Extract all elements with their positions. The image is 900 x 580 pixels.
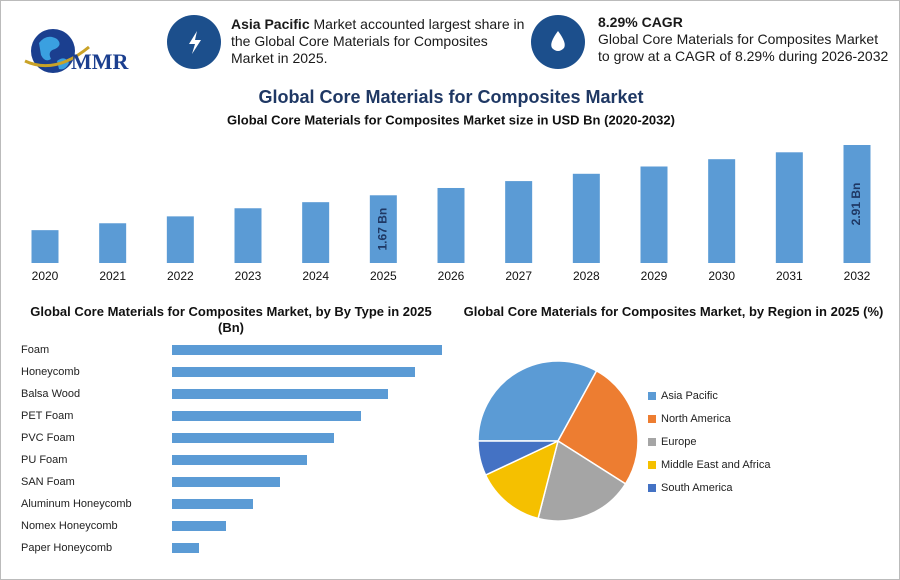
card-text: Global Core Materials for Composites Mar…	[598, 31, 889, 64]
info-card: 8.29% CAGR Global Core Materials for Comp…	[598, 14, 893, 65]
pie-slice	[557, 369, 639, 485]
y-tick-label: Honeycomb	[21, 366, 80, 378]
bar	[172, 499, 253, 509]
bar	[437, 187, 465, 263]
legend-swatch	[648, 415, 656, 423]
x-tick-label: 2030	[708, 269, 735, 283]
bar	[505, 181, 533, 263]
x-tick-label: 2026	[438, 269, 465, 283]
chart-title: Global Core Materials for Composites Mar…	[30, 304, 432, 335]
pie-slice	[484, 439, 560, 520]
x-tick-label: 2025	[370, 269, 397, 283]
pie-slice	[537, 439, 627, 522]
x-tick-label: 2032	[844, 269, 871, 283]
bar	[172, 477, 280, 487]
bar	[172, 389, 388, 399]
y-tick-label: PU Foam	[21, 454, 67, 466]
y-tick-label: Nomex Honeycomb	[21, 520, 118, 532]
x-tick-label: 2024	[302, 269, 329, 283]
value-label: 2.91 Bn	[849, 183, 863, 226]
bar	[172, 455, 307, 465]
bolt-icon	[189, 31, 201, 54]
y-tick-label: Balsa Wood	[21, 388, 80, 400]
legend-swatch	[648, 484, 656, 492]
chart-title: Global Core Materials for Composites Mar…	[258, 87, 643, 107]
y-tick-label: PVC Foam	[21, 432, 75, 444]
card-bold: 8.29% CAGR	[598, 14, 683, 30]
card-text: Market accounted largest share in the Gl…	[231, 16, 525, 66]
bar	[708, 159, 736, 263]
y-tick-label: Paper Honeycomb	[21, 542, 112, 554]
bar	[172, 433, 334, 443]
x-tick-label: 2028	[573, 269, 600, 283]
chart-subtitle: Global Core Materials for Composites Mar…	[227, 112, 675, 127]
bar	[99, 223, 127, 263]
bar	[172, 345, 442, 355]
x-tick-label: 2023	[235, 269, 262, 283]
x-tick-label: 2022	[167, 269, 194, 283]
x-tick-label: 2031	[776, 269, 803, 283]
bar	[572, 173, 600, 263]
bar	[31, 230, 59, 263]
info-card: Asia Pacific Market accounted largest sh…	[231, 16, 526, 67]
logo-globe	[24, 29, 90, 73]
legend-label: North America	[661, 413, 732, 425]
legend-label: South America	[661, 482, 733, 494]
bar	[172, 411, 361, 421]
bar	[172, 543, 199, 553]
chart-title: Global Core Materials for Composites Mar…	[463, 304, 884, 319]
bar	[166, 216, 194, 263]
y-tick-label: SAN Foam	[21, 476, 75, 488]
legend-label: Asia Pacific	[661, 390, 718, 402]
legend-swatch	[648, 438, 656, 446]
x-tick-label: 2021	[99, 269, 126, 283]
logo-text: MMR	[71, 49, 130, 74]
pie-slice	[477, 440, 559, 477]
legend-label: Europe	[661, 436, 696, 448]
y-tick-label: PET Foam	[21, 410, 73, 422]
bar	[234, 208, 262, 263]
bar	[369, 195, 397, 263]
pie-slice	[477, 360, 598, 442]
card-bold: Asia Pacific	[231, 16, 310, 32]
value-label: 1.67 Bn	[376, 208, 390, 251]
y-tick-label: Aluminum Honeycomb	[21, 498, 132, 510]
bar	[172, 367, 415, 377]
legend-swatch	[648, 392, 656, 400]
bar	[640, 166, 668, 263]
legend-label: Middle East and Africa	[661, 459, 771, 471]
x-tick-label: 2029	[641, 269, 668, 283]
x-tick-label: 2020	[32, 269, 59, 283]
bar	[775, 152, 803, 263]
bar	[172, 521, 226, 531]
bar	[843, 145, 871, 263]
bar	[302, 202, 330, 263]
drop-icon	[551, 31, 565, 51]
legend-swatch	[648, 461, 656, 469]
y-tick-label: Foam	[21, 344, 49, 356]
x-tick-label: 2027	[505, 269, 532, 283]
